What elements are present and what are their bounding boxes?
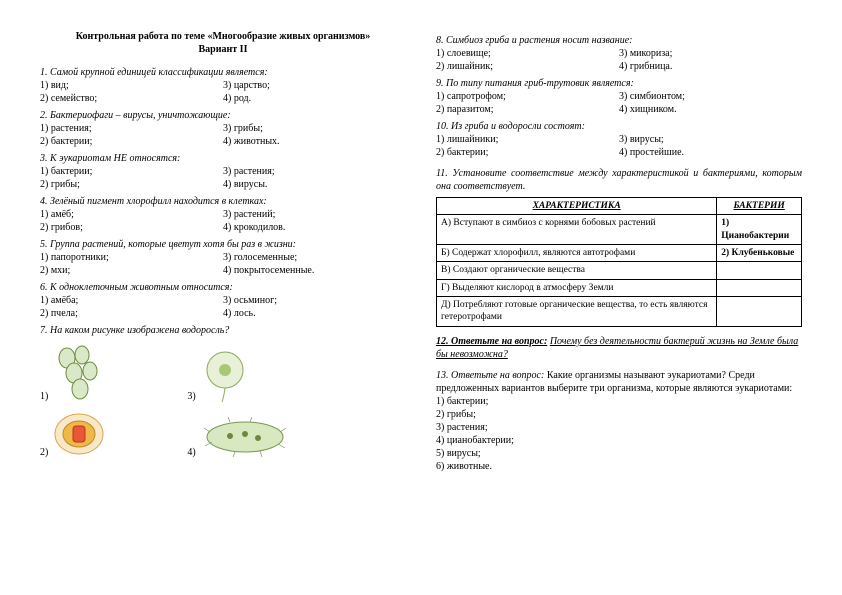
q4-opt4: 4) крокодилов. bbox=[223, 221, 406, 234]
q6: 6. К одноклеточным животным относится: bbox=[40, 281, 406, 294]
q8-opt2: 2) лишайник; bbox=[436, 60, 619, 73]
q10-opt4: 4) простейшие. bbox=[619, 146, 802, 159]
image-row-1: 1) 3) bbox=[40, 343, 406, 403]
q5: 5. Группа растений, которые цветут хотя … bbox=[40, 238, 406, 251]
q11: 11. Установите соответствие между характ… bbox=[436, 167, 802, 193]
q10-opt2: 2) бактерии; bbox=[436, 146, 619, 159]
q2-opt1: 1) растения; bbox=[40, 122, 223, 135]
q8-opt3: 3) микориза; bbox=[619, 47, 802, 60]
q3-opt2: 2) грибы; bbox=[40, 178, 223, 191]
q13-opt2: 2) грибы; bbox=[436, 408, 802, 421]
q2-opt3: 3) грибы; bbox=[223, 122, 406, 135]
q13: 13. Ответьте на вопрос: Какие организмы … bbox=[436, 369, 802, 395]
q13-opt1: 1) бактерии; bbox=[436, 395, 802, 408]
q13-opt6: 6) животные. bbox=[436, 460, 802, 473]
q12-a: 12. Ответьте на вопрос: bbox=[436, 336, 547, 347]
row-b: Б) Содержат хлорофилл, являются автотроф… bbox=[437, 245, 717, 262]
q10-options: 1) лишайники;2) бактерии; 3) вирусы;4) п… bbox=[436, 133, 802, 159]
q8-options: 1) слоевище;2) лишайник; 3) микориза;4) … bbox=[436, 47, 802, 73]
th-1: ХАРАКТЕРИСТИКА bbox=[437, 198, 717, 215]
q2-options: 1) растения;2) бактерии; 3) грибы;4) жив… bbox=[40, 122, 406, 148]
q13-opt3: 3) растения; bbox=[436, 421, 802, 434]
q13-opt5: 5) вирусы; bbox=[436, 447, 802, 460]
q7: 7. На каком рисунке изображена водоросль… bbox=[40, 324, 406, 337]
img-label-2: 2) bbox=[40, 446, 48, 459]
q2-opt2: 2) бактерии; bbox=[40, 135, 223, 148]
q6-opt2: 2) пчела; bbox=[40, 307, 223, 320]
row-d-b bbox=[717, 279, 802, 296]
q4-opt2: 2) грибов; bbox=[40, 221, 223, 234]
q5-opt1: 1) папоротники; bbox=[40, 251, 223, 264]
q10-opt3: 3) вирусы; bbox=[619, 133, 802, 146]
q9-opt4: 4) хищником. bbox=[619, 103, 802, 116]
q2-opt4: 4) животных. bbox=[223, 135, 406, 148]
organism-icon-4 bbox=[200, 414, 290, 459]
row-e: Д) Потребляют готовые органические вещес… bbox=[437, 297, 717, 327]
img-label-4: 4) bbox=[187, 446, 195, 459]
q6-opt1: 1) амёба; bbox=[40, 294, 223, 307]
q9-opt1: 1) сапротрофом; bbox=[436, 90, 619, 103]
q2: 2. Бактериофаги – вирусы, уничтожающие: bbox=[40, 109, 406, 122]
row-d: Г) Выделяют кислород в атмосферу Земли bbox=[437, 279, 717, 296]
left-column: Контрольная работа по теме «Многообразие… bbox=[40, 30, 406, 565]
image-row-2: 2) 4) bbox=[40, 409, 406, 459]
row-b-b: 2) Клубеньковые bbox=[717, 245, 802, 262]
row-e-b bbox=[717, 297, 802, 327]
q5-opt2: 2) мхи; bbox=[40, 264, 223, 277]
q4-opt1: 1) амёб; bbox=[40, 208, 223, 221]
q3-opt3: 3) растения; bbox=[223, 165, 406, 178]
title: Контрольная работа по теме «Многообразие… bbox=[40, 30, 406, 56]
row-a: А) Вступают в симбиоз с корнями бобовых … bbox=[437, 215, 717, 245]
q9-options: 1) сапротрофом;2) паразитом; 3) симбионт… bbox=[436, 90, 802, 116]
match-table: ХАРАКТЕРИСТИКАБАКТЕРИИ А) Вступают в сим… bbox=[436, 197, 802, 327]
q13-a: 13. Ответьте на вопрос: bbox=[436, 370, 544, 381]
organism-icon-2 bbox=[52, 409, 107, 459]
q8: 8. Симбиоз гриба и растения носит назван… bbox=[436, 34, 802, 47]
q1-opt1: 1) вид; bbox=[40, 79, 223, 92]
img-label-3: 3) bbox=[187, 390, 195, 403]
q10: 10. Из гриба и водоросли состоят: bbox=[436, 120, 802, 133]
title-line2: Вариант II bbox=[199, 44, 248, 55]
row-c: В) Создают органические вещества bbox=[437, 262, 717, 279]
q13-opt4: 4) цианобактерии; bbox=[436, 434, 802, 447]
th-2: БАКТЕРИИ bbox=[717, 198, 802, 215]
q5-opt4: 4) покрытосеменные. bbox=[223, 264, 406, 277]
title-line1: Контрольная работа по теме «Многообразие… bbox=[76, 31, 371, 42]
q9-opt3: 3) симбионтом; bbox=[619, 90, 802, 103]
row-a-b: 1) Цианобактерии bbox=[717, 215, 802, 245]
q9-opt2: 2) паразитом; bbox=[436, 103, 619, 116]
q1: 1. Самой крупной единицей классификации … bbox=[40, 66, 406, 79]
q1-opt2: 2) семейство; bbox=[40, 92, 223, 105]
q9: 9. По типу питания гриб-трутовик являетс… bbox=[436, 77, 802, 90]
q3-options: 1) бактерии;2) грибы; 3) растения;4) вир… bbox=[40, 165, 406, 191]
q12: 12. Ответьте на вопрос: Почему без деяте… bbox=[436, 335, 802, 361]
q5-opt3: 3) голосеменные; bbox=[223, 251, 406, 264]
q8-opt1: 1) слоевище; bbox=[436, 47, 619, 60]
organism-icon-3 bbox=[200, 348, 250, 403]
q8-opt4: 4) грибница. bbox=[619, 60, 802, 73]
q1-opt4: 4) род. bbox=[223, 92, 406, 105]
right-column: 8. Симбиоз гриба и растения носит назван… bbox=[436, 30, 802, 565]
q3: 3. К эукариотам НЕ относятся: bbox=[40, 152, 406, 165]
img-label-1: 1) bbox=[40, 390, 48, 403]
organism-icon-1 bbox=[52, 343, 107, 403]
q3-opt4: 4) вирусы. bbox=[223, 178, 406, 191]
q10-opt1: 1) лишайники; bbox=[436, 133, 619, 146]
q4-options: 1) амёб;2) грибов; 3) растений;4) крокод… bbox=[40, 208, 406, 234]
q4-opt3: 3) растений; bbox=[223, 208, 406, 221]
q1-options: 1) вид;2) семейство; 3) царство;4) род. bbox=[40, 79, 406, 105]
q5-options: 1) папоротники;2) мхи; 3) голосеменные;4… bbox=[40, 251, 406, 277]
row-c-b bbox=[717, 262, 802, 279]
q6-opt3: 3) осьминог; bbox=[223, 294, 406, 307]
q6-options: 1) амёба;2) пчела; 3) осьминог;4) лось. bbox=[40, 294, 406, 320]
q6-opt4: 4) лось. bbox=[223, 307, 406, 320]
q4: 4. Зелёный пигмент хлорофилл находится в… bbox=[40, 195, 406, 208]
q3-opt1: 1) бактерии; bbox=[40, 165, 223, 178]
q1-opt3: 3) царство; bbox=[223, 79, 406, 92]
